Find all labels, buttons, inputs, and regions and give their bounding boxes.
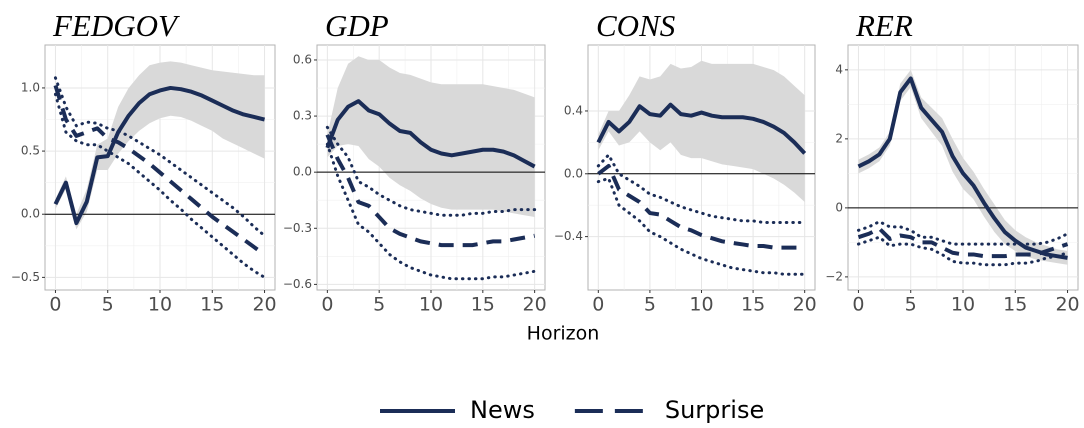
series-line: [596, 102, 807, 155]
x-tick-label: 20: [1055, 294, 1079, 316]
x-axis-label: Horizon: [527, 323, 600, 345]
interval-line: [325, 125, 537, 217]
x-tick-label: 20: [523, 294, 547, 316]
legend-label: News: [470, 396, 535, 424]
panel-title: RER: [855, 8, 913, 43]
x-tick-label: 5: [102, 294, 114, 316]
y-tick-label: −0.5: [11, 270, 40, 284]
x-tick-label: 15: [741, 294, 765, 316]
x-tick-label: 0: [49, 294, 61, 316]
panel-title: CONS: [596, 8, 675, 43]
x-tick-label: 20: [793, 294, 817, 316]
confidence-band: [327, 56, 535, 218]
x-tick-label: 20: [252, 294, 276, 316]
y-tick-label: −0.3: [283, 221, 312, 235]
interval-line: [596, 152, 807, 224]
interval-line: [856, 235, 1070, 267]
interval-line: [596, 176, 807, 276]
x-tick-label: 15: [471, 294, 495, 316]
series-line: [857, 76, 1068, 260]
x-tick-label: 10: [419, 294, 443, 316]
y-tick-label: 0.0: [21, 207, 40, 221]
legend-label: Surprise: [665, 396, 764, 424]
y-tick-label: 2: [835, 131, 843, 145]
x-tick-label: 10: [951, 294, 975, 316]
y-tick-label: 0.0: [564, 166, 583, 180]
y-tick-label: 0.6: [293, 52, 312, 66]
y-tick-label: −0.4: [554, 229, 583, 243]
x-tick-label: 0: [852, 294, 864, 316]
y-tick-label: −0.6: [283, 277, 312, 291]
confidence-band: [598, 60, 805, 203]
series-line: [325, 133, 535, 248]
y-tick-label: 0.0: [293, 165, 312, 179]
x-tick-label: 10: [148, 294, 172, 316]
y-tick-label: 1.0: [21, 80, 40, 94]
panel-title: FEDGOV: [52, 8, 180, 43]
x-tick-label: 5: [373, 294, 385, 316]
interval-line: [856, 220, 1070, 246]
interval-line: [325, 142, 537, 281]
series-line: [53, 85, 266, 226]
x-tick-label: 10: [689, 294, 713, 316]
x-tick-label: 15: [200, 294, 224, 316]
y-tick-label: 0.4: [564, 103, 583, 117]
interval-line: [53, 76, 267, 238]
y-tick-label: 0.5: [21, 144, 40, 158]
y-tick-label: 0: [835, 200, 843, 214]
confidence-band: [858, 69, 1068, 265]
series-line: [597, 163, 805, 250]
x-tick-label: 5: [905, 294, 917, 316]
x-tick-label: 15: [1003, 294, 1027, 316]
y-tick-label: 0.3: [293, 109, 312, 123]
x-tick-label: 0: [321, 294, 333, 316]
series-line: [53, 84, 266, 257]
panel-title: GDP: [325, 8, 389, 43]
y-tick-label: −2: [825, 269, 843, 283]
series-line: [325, 99, 536, 169]
x-tick-label: 0: [592, 294, 604, 316]
y-tick-label: 4: [835, 62, 843, 76]
x-tick-label: 5: [644, 294, 656, 316]
confidence-band: [55, 61, 265, 230]
